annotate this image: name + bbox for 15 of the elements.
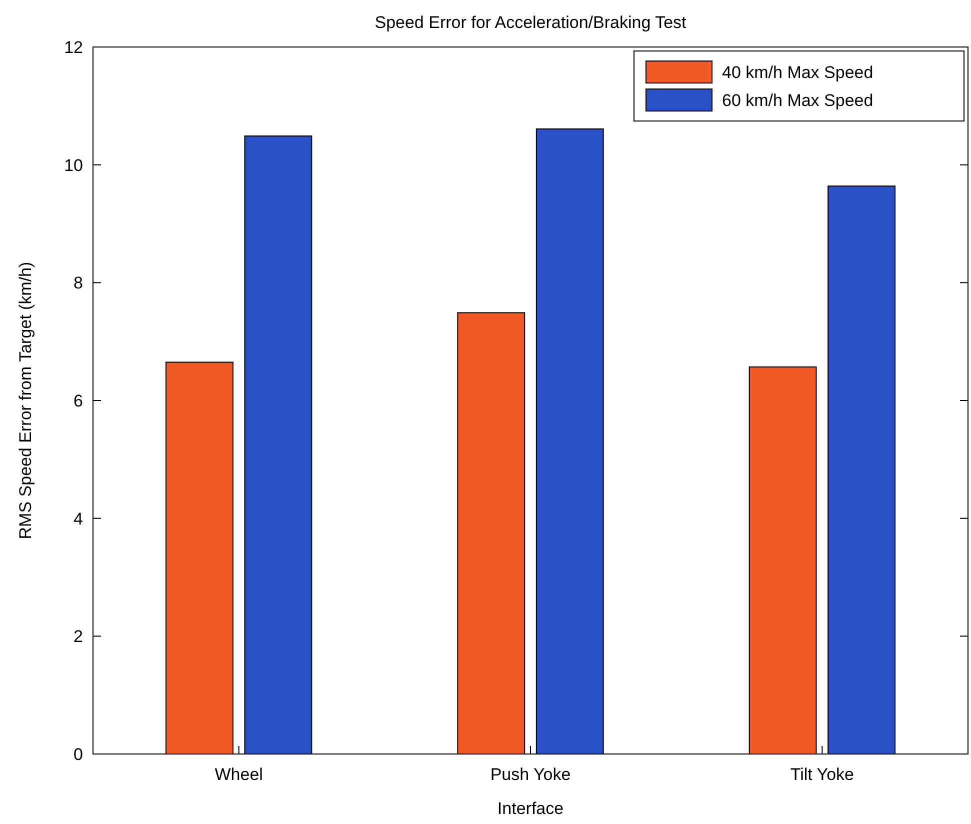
y-tick-label: 4: [74, 509, 83, 528]
x-tick-label: Wheel: [214, 765, 263, 784]
x-tick-label: Push Yoke: [490, 765, 571, 784]
y-tick-label: 10: [64, 156, 83, 175]
chart-title: Speed Error for Acceleration/Braking Test: [374, 13, 687, 32]
y-tick-label: 12: [64, 38, 83, 57]
y-axis-title: RMS Speed Error from Target (km/h): [16, 262, 35, 540]
legend-label: 60 km/h Max Speed: [722, 90, 874, 110]
y-tick-label: 0: [74, 744, 83, 764]
legend-label: 40 km/h Max Speed: [722, 62, 874, 82]
y-tick-label: 8: [74, 274, 83, 293]
y-tick-label: 6: [74, 391, 83, 410]
y-tick-label: 2: [74, 627, 83, 646]
x-axis-title: Interface: [497, 799, 564, 818]
x-tick-label: Tilt Yoke: [790, 765, 854, 784]
